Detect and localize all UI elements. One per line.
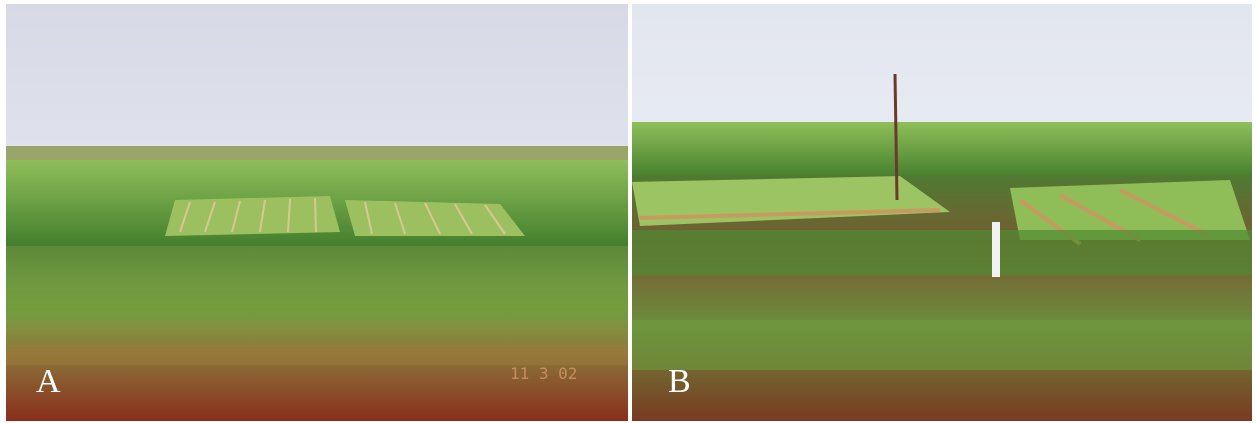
date-stamp: 11 3 02	[510, 364, 577, 383]
panel-a: A 11 3 02	[6, 4, 628, 421]
panel-b: B	[632, 4, 1252, 421]
figure: A 11 3 02 B	[0, 0, 1257, 423]
panel-label: A	[36, 363, 61, 400]
panel-label: B	[668, 363, 691, 400]
page: A 11 3 02 B (() => { const data = JSON.p…	[0, 0, 1257, 423]
